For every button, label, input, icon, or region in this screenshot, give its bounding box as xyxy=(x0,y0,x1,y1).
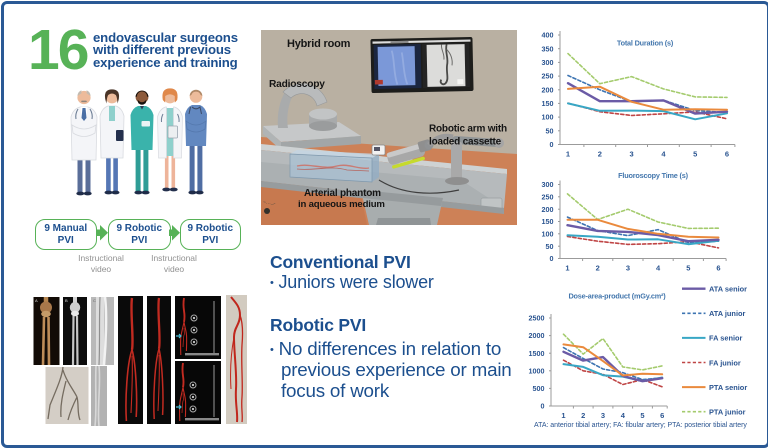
svg-text:200: 200 xyxy=(542,205,554,214)
svg-text:PTA junior: PTA junior xyxy=(709,408,746,417)
svg-text:5: 5 xyxy=(640,411,644,420)
svg-text:100: 100 xyxy=(542,113,554,122)
svg-text:in aqueous medium: in aqueous medium xyxy=(298,199,385,210)
svg-text:Fluoroscopy Time (s): Fluoroscopy Time (s) xyxy=(618,171,688,180)
svg-text:0: 0 xyxy=(541,402,545,411)
svg-text:150: 150 xyxy=(542,217,554,226)
svg-text:2000: 2000 xyxy=(529,331,545,340)
svg-text:2: 2 xyxy=(581,411,585,420)
svg-text:PTA senior: PTA senior xyxy=(709,383,747,392)
svg-text:4: 4 xyxy=(661,149,666,158)
svg-text:150: 150 xyxy=(542,99,554,108)
svg-text:2500: 2500 xyxy=(529,314,545,323)
svg-text:5: 5 xyxy=(686,263,690,272)
svg-text:ATA junior: ATA junior xyxy=(709,309,746,318)
svg-text:2: 2 xyxy=(596,263,600,272)
svg-text:1: 1 xyxy=(561,411,565,420)
svg-text:3: 3 xyxy=(626,263,630,272)
svg-text:1: 1 xyxy=(566,149,570,158)
svg-text:loaded cassette: loaded cassette xyxy=(429,137,502,148)
svg-text:400: 400 xyxy=(542,31,554,40)
svg-text:0: 0 xyxy=(550,140,554,149)
svg-text:6: 6 xyxy=(716,263,720,272)
svg-text:1500: 1500 xyxy=(529,349,545,358)
svg-text:A: A xyxy=(35,298,38,303)
svg-text:B: B xyxy=(65,298,68,303)
svg-text:300: 300 xyxy=(542,58,554,67)
svg-text:Arterial phantom: Arterial phantom xyxy=(304,188,381,199)
svg-text:Dose-area-product (mGy.cm²): Dose-area-product (mGy.cm²) xyxy=(568,292,666,301)
svg-text:4: 4 xyxy=(656,263,661,272)
svg-text:200: 200 xyxy=(542,85,554,94)
svg-text:C: C xyxy=(93,298,96,303)
svg-text:1000: 1000 xyxy=(529,366,545,375)
svg-text:Radioscopy: Radioscopy xyxy=(269,79,325,90)
svg-text:Hybrid room: Hybrid room xyxy=(287,38,351,50)
svg-text:ATA senior: ATA senior xyxy=(709,285,747,294)
svg-text:FA senior: FA senior xyxy=(709,334,743,343)
svg-text:100: 100 xyxy=(542,229,554,238)
svg-text:1: 1 xyxy=(565,263,569,272)
svg-text:0: 0 xyxy=(550,254,554,263)
svg-text:6: 6 xyxy=(725,149,729,158)
svg-text:FA junior: FA junior xyxy=(709,358,741,367)
svg-text:6: 6 xyxy=(660,411,664,420)
svg-text:50: 50 xyxy=(546,242,554,251)
svg-text:Robotic arm with: Robotic arm with xyxy=(429,124,507,135)
svg-text:50: 50 xyxy=(546,126,554,135)
svg-text:250: 250 xyxy=(542,72,554,81)
svg-text:3: 3 xyxy=(601,411,605,420)
svg-text:350: 350 xyxy=(542,44,554,53)
svg-text:500: 500 xyxy=(533,384,545,393)
svg-text:2: 2 xyxy=(598,149,602,158)
svg-text:3: 3 xyxy=(630,149,634,158)
svg-text:5: 5 xyxy=(693,149,697,158)
svg-text:~…_ـ: ~…_ـ xyxy=(263,200,276,206)
svg-text:4: 4 xyxy=(621,411,626,420)
svg-text:300: 300 xyxy=(542,180,554,189)
svg-text:Total Duration (s): Total Duration (s) xyxy=(617,39,674,48)
svg-text:250: 250 xyxy=(542,192,554,201)
